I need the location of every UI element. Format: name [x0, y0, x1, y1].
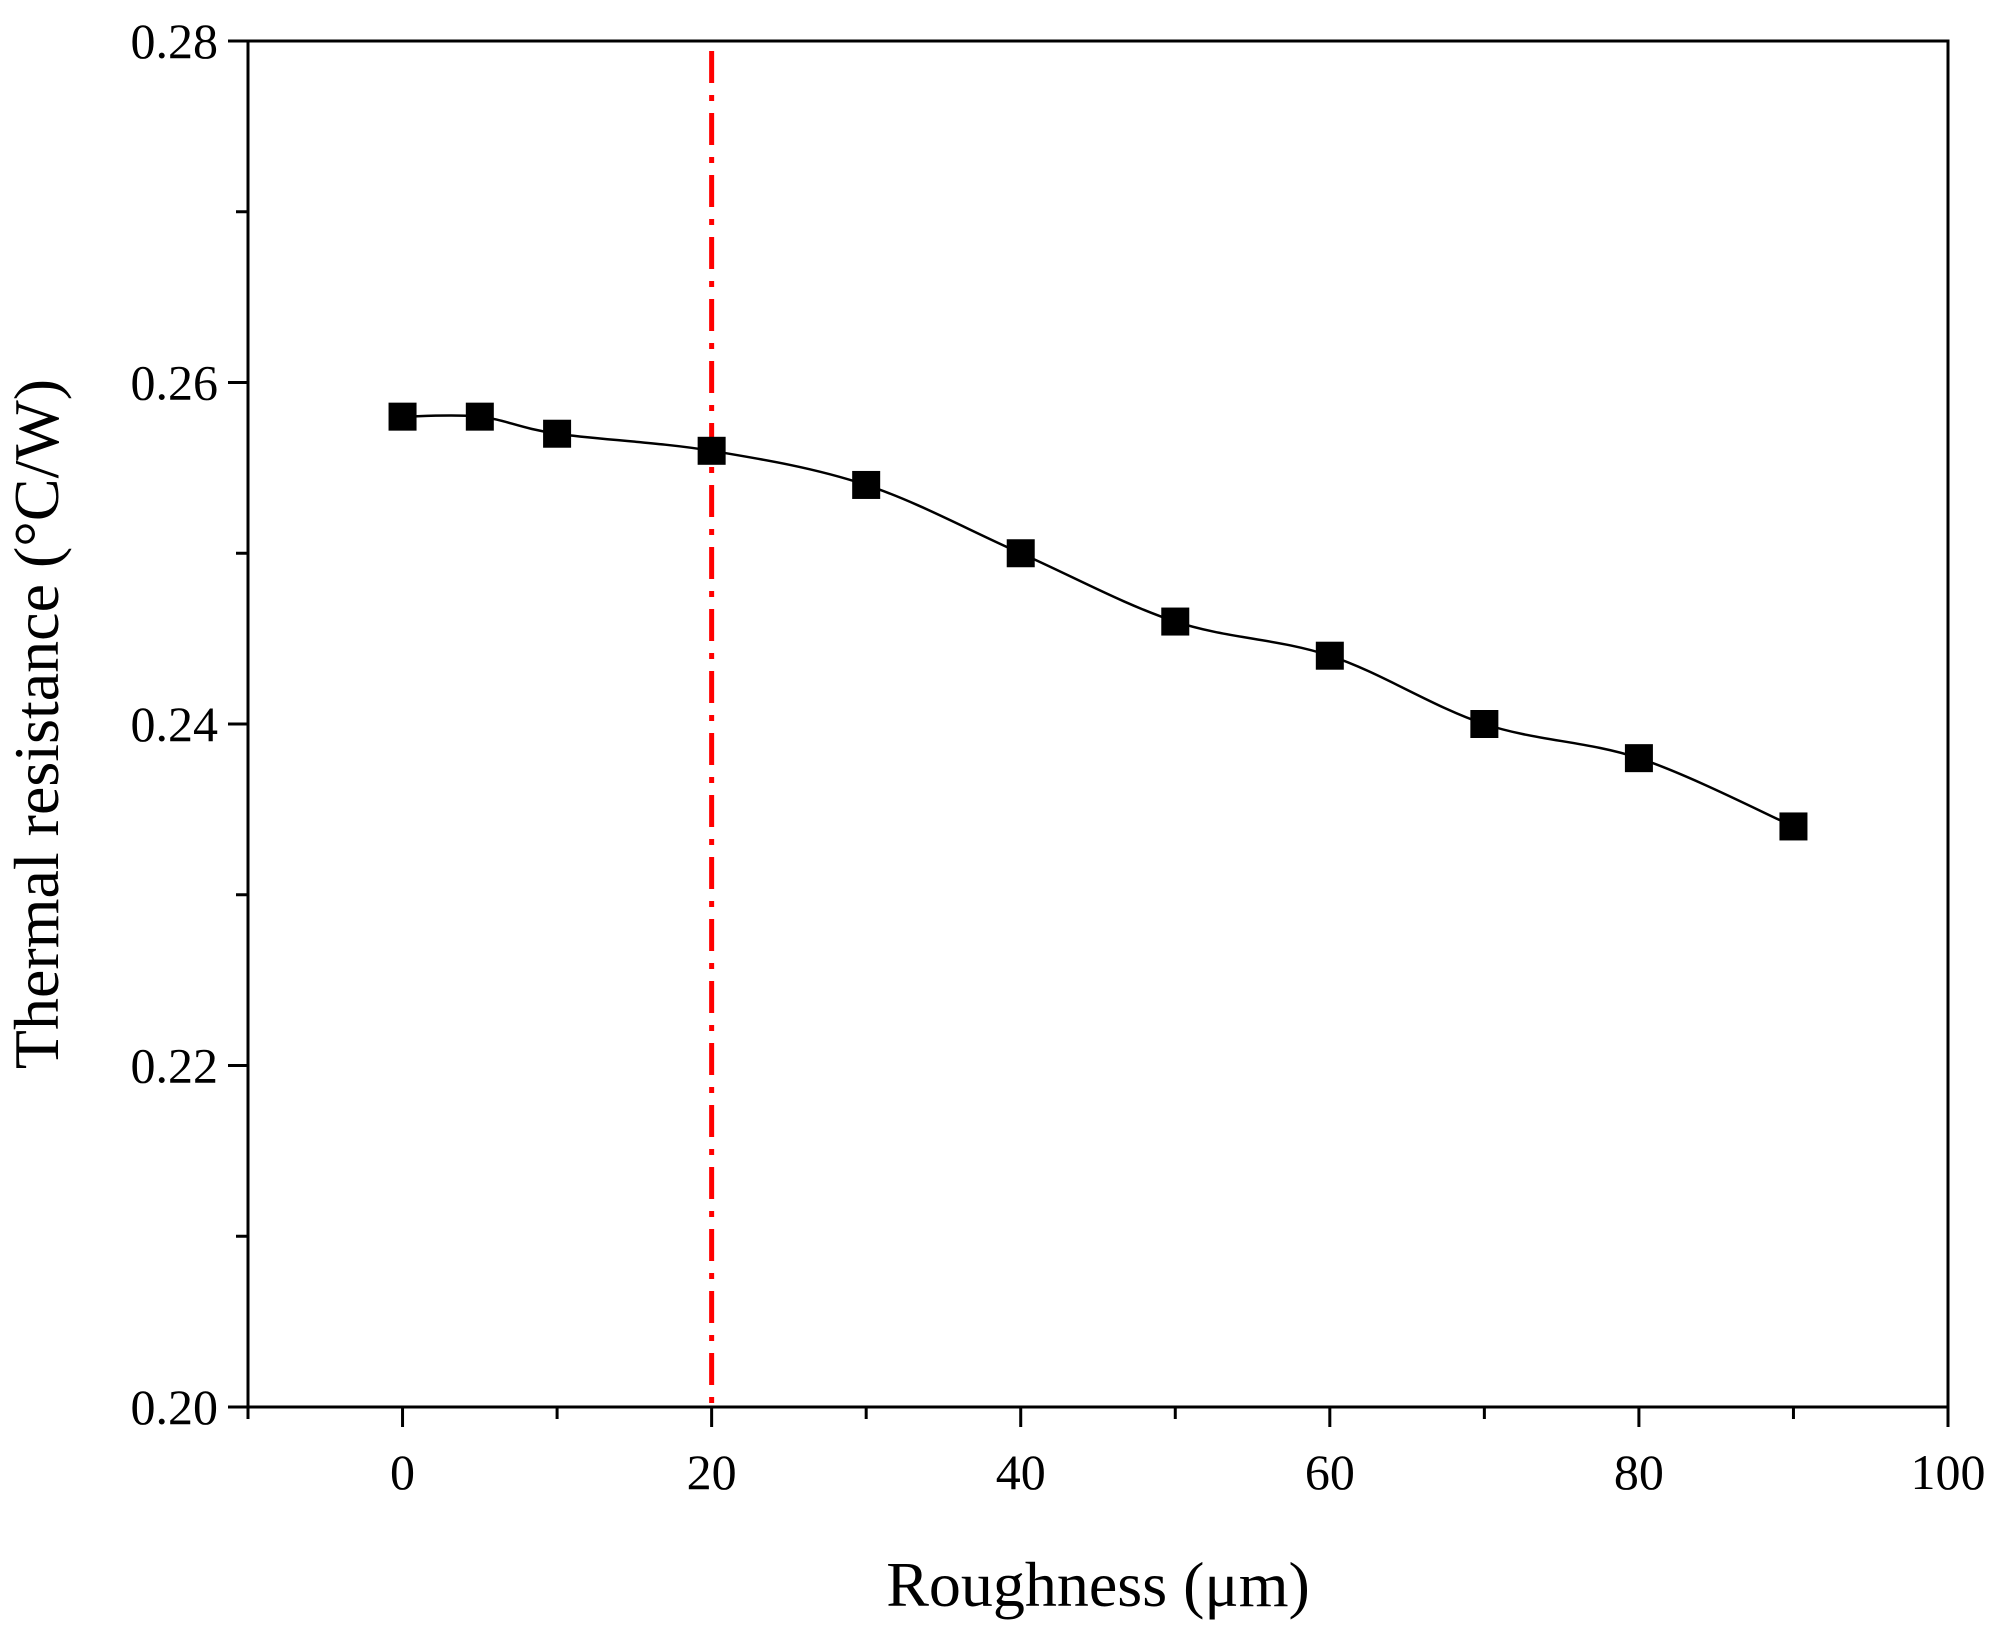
- series-layer: [388, 402, 1808, 841]
- data-point-marker: [388, 402, 417, 431]
- data-point-marker: [1624, 744, 1653, 773]
- x-tick-label: 80: [1614, 1444, 1664, 1500]
- data-point-marker: [697, 436, 726, 465]
- data-point-marker: [1315, 641, 1344, 670]
- data-point-marker: [1006, 539, 1035, 568]
- y-tick-label: 0.24: [131, 696, 219, 752]
- data-point-marker: [465, 402, 494, 431]
- x-axis-label: Roughness (μm): [886, 1549, 1310, 1620]
- x-tick-label: 60: [1305, 1444, 1355, 1500]
- x-tick-label: 0: [390, 1444, 415, 1500]
- series-line: [402, 414, 1794, 828]
- y-tick-label: 0.22: [131, 1038, 219, 1094]
- y-tick-label: 0.26: [131, 355, 219, 411]
- x-tick-label: 20: [687, 1444, 737, 1500]
- y-axis-label: Thermal resistance (°C/W): [1, 379, 72, 1069]
- plot-frame: [246, 39, 1950, 1409]
- data-point-marker: [1161, 607, 1190, 636]
- data-point-marker: [852, 470, 881, 499]
- y-tick-label: 0.20: [131, 1379, 219, 1435]
- data-point-marker: [1779, 812, 1808, 841]
- y-tick-label: 0.28: [131, 13, 219, 69]
- data-point-marker: [1470, 710, 1499, 738]
- data-point-marker: [543, 419, 572, 448]
- tick-labels: 0 20 40 60 80 100 0.20 0.22 0.24 0.26 0.28: [131, 13, 1986, 1500]
- x-tick-label: 100: [1911, 1444, 1986, 1500]
- x-tick-label: 40: [996, 1444, 1046, 1500]
- axis-ticks: [228, 39, 1950, 1427]
